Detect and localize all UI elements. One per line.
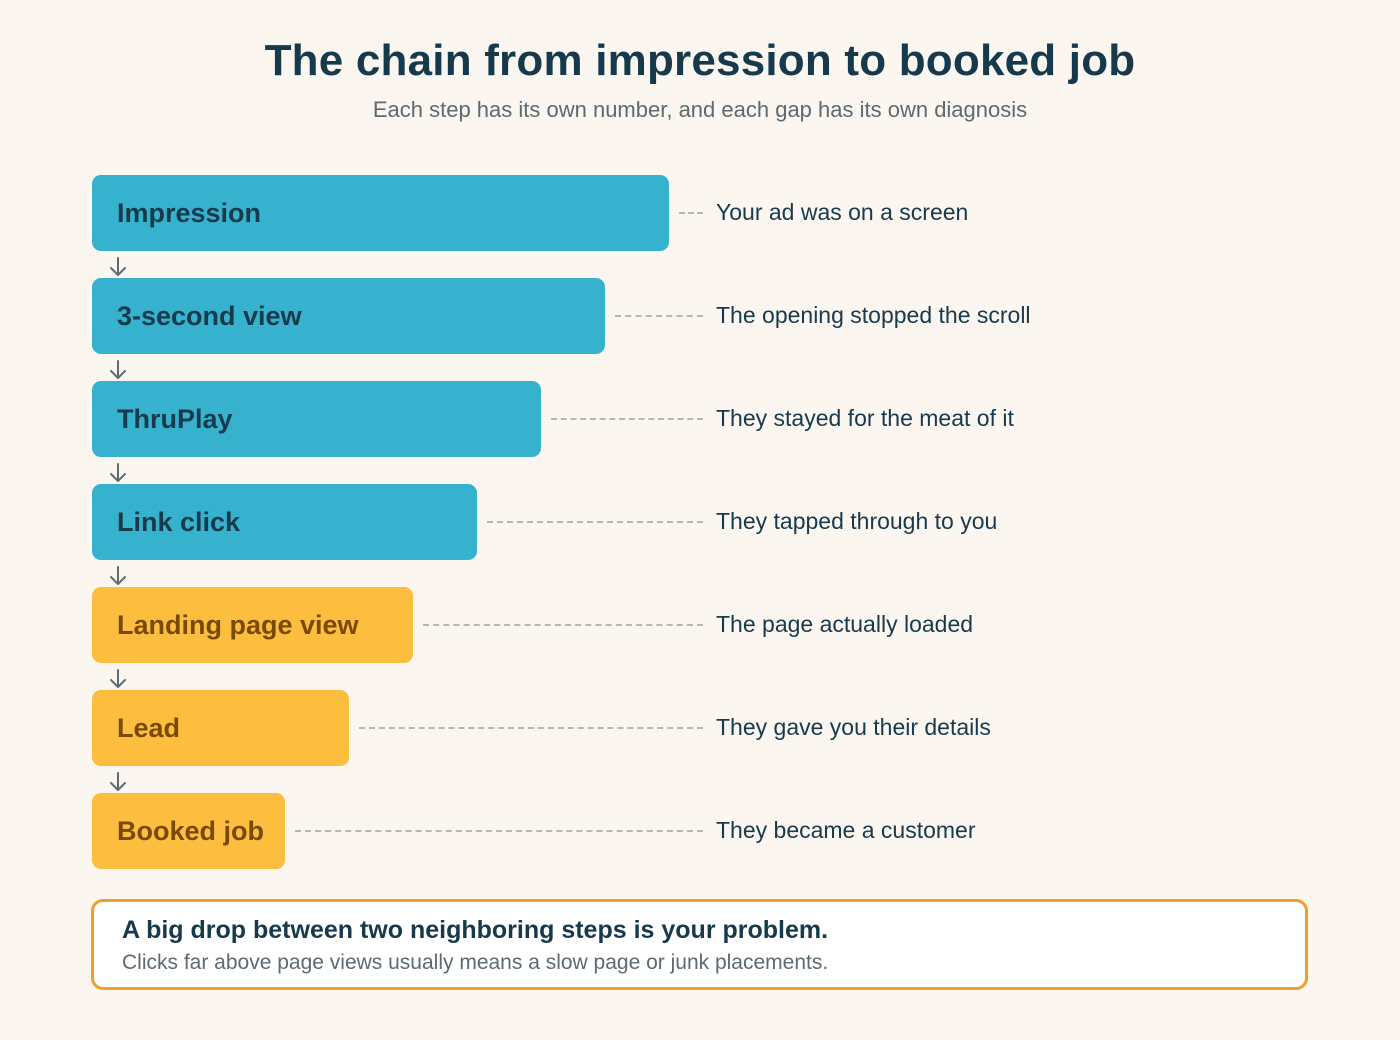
step-booked-job: Booked job (92, 793, 285, 869)
step-label: Link click (117, 506, 241, 537)
dashed-connector (487, 521, 703, 523)
dashed-connector (615, 315, 703, 317)
dashed-connector (679, 212, 703, 214)
down-arrow-icon (110, 669, 126, 688)
step-description: The page actually loaded (716, 611, 974, 637)
step-description: The opening stopped the scroll (716, 302, 1031, 328)
dashed-connector (551, 418, 703, 420)
step-lead: Lead (92, 690, 349, 766)
dashed-connector (423, 624, 703, 626)
dashed-connector (359, 727, 703, 729)
step-description: They became a customer (716, 817, 976, 843)
step-label: Impression (117, 197, 262, 228)
step-label: Booked job (117, 815, 264, 846)
dashed-connector (295, 830, 703, 832)
step-description: They tapped through to you (716, 508, 998, 534)
step-landing-page-view: Landing page view (92, 587, 413, 663)
step-label: ThruPlay (117, 403, 233, 434)
callout-box: A big drop between two neighboring steps… (91, 899, 1308, 990)
page-subtitle: Each step has its own number, and each g… (372, 97, 1028, 122)
down-arrow-icon (110, 463, 126, 482)
down-arrow-icon (110, 360, 126, 379)
step-label: Lead (117, 712, 181, 743)
step-impression: Impression (92, 175, 669, 251)
step-description: They gave you their details (716, 714, 991, 740)
callout-body: Clicks far above page views usually mean… (122, 951, 829, 974)
step-thruplay: ThruPlay (92, 381, 541, 457)
step-label: 3-second view (117, 300, 302, 331)
down-arrow-icon (110, 566, 126, 585)
down-arrow-icon (110, 772, 126, 791)
step-description: They stayed for the meat of it (716, 405, 1014, 431)
page-title: The chain from impression to booked job (264, 36, 1136, 85)
step-label: Landing page view (117, 609, 359, 640)
step-3-second-view: 3-second view (92, 278, 605, 354)
down-arrow-icon (110, 257, 126, 276)
callout-heading: A big drop between two neighboring steps… (122, 916, 829, 944)
step-description: Your ad was on a screen (716, 199, 969, 225)
step-link-click: Link click (92, 484, 477, 560)
